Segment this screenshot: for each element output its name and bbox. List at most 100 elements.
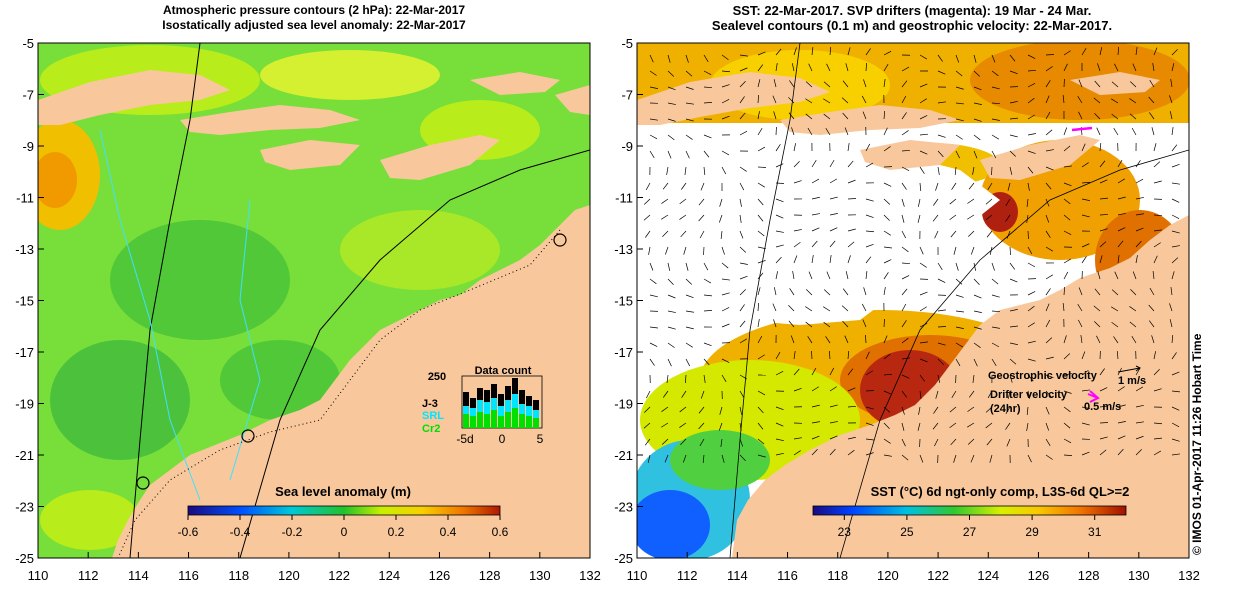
velocity-arrow (991, 118, 1000, 121)
small-island (1070, 72, 1160, 95)
velocity-arrow (667, 118, 676, 122)
velocity-arrow (1027, 150, 1036, 154)
velocity-arrow (793, 387, 802, 392)
velocity-arrow (919, 306, 927, 312)
right-map-title: SST: 22-Mar-2017. SVP drifters (magenta)… (638, 3, 1186, 33)
velocity-arrow (865, 351, 870, 360)
velocity-arrow (865, 214, 874, 218)
velocity-arrow (702, 454, 705, 463)
velocity-arrow (1063, 145, 1071, 152)
velocity-arrow (1009, 150, 1016, 157)
sst-cold-patch (637, 490, 710, 558)
velocity-arrow (1081, 198, 1090, 201)
velocity-arrow (829, 386, 837, 392)
velocity-arrow (829, 404, 838, 408)
velocity-arrow (666, 166, 669, 175)
velocity-arrow (1148, 96, 1155, 104)
velocity-arrow (919, 150, 928, 155)
velocity-arrow (918, 406, 921, 415)
velocity-arrow (661, 214, 669, 220)
velocity-arrow (1063, 335, 1067, 344)
velocity-arrow (679, 422, 687, 428)
velocity-arrow (844, 335, 849, 344)
velocity-arrow (1027, 246, 1033, 255)
velocity-arrow (1135, 213, 1144, 216)
velocity-arrow (793, 180, 802, 184)
lat-tick-label: -23 (15, 500, 34, 515)
velocity-arrow (649, 54, 654, 63)
drifter-velocity-period: (24hr) (990, 403, 1021, 415)
velocity-arrow (685, 54, 689, 63)
velocity-arrow (991, 310, 1000, 313)
velocity-arrow (1094, 113, 1101, 120)
lat-tick-label: -13 (15, 242, 34, 257)
velocity-arrow (1009, 166, 1013, 175)
velocity-arrow (1135, 386, 1144, 392)
velocity-arrow (865, 370, 873, 376)
velocity-arrow (1111, 306, 1119, 312)
velocity-arrow (1149, 287, 1155, 296)
velocity-arrow (793, 437, 802, 440)
velocity-arrow (793, 241, 801, 248)
count-bar-srl (512, 394, 518, 408)
lat-tick-label: -15 (614, 294, 633, 309)
sea-level-colorbar-ticks: -0.6 -0.4 -0.2 0 0.2 0.4 0.6 (178, 515, 509, 539)
anomaly-patch (260, 50, 440, 100)
sst-colorbar-ticks: 23 25 27 29 31 (838, 515, 1102, 539)
velocity-arrow (662, 182, 669, 190)
sea-level-colorbar-label: Sea level anomaly (m) (275, 484, 411, 499)
velocity-arrow (1171, 390, 1180, 393)
velocity-arrow (811, 435, 820, 440)
velocity-arrow (991, 150, 997, 159)
lat-tick-label: -9 (621, 139, 633, 154)
velocity-arrow (847, 368, 854, 376)
velocity-arrow (1078, 111, 1083, 120)
velocity-arrow (937, 166, 940, 175)
velocity-arrow (955, 86, 964, 90)
timor-island (380, 135, 500, 180)
velocity-arrow (649, 150, 655, 158)
pressure-contour-line (129, 43, 201, 558)
velocity-arrow (865, 406, 874, 410)
velocity-arrow (1135, 197, 1144, 200)
velocity-arrow (703, 294, 712, 297)
velocity-arrow (955, 310, 964, 313)
velocity-arrow (1099, 387, 1108, 392)
velocity-arrow (1027, 358, 1036, 362)
velocity-arrow (1027, 133, 1036, 136)
velocity-arrow (805, 306, 813, 312)
velocity-arrow (739, 438, 744, 447)
velocity-arrow (793, 255, 798, 264)
velocity-arrow (667, 86, 676, 91)
velocity-arrow (883, 127, 888, 136)
count-bar-srl (477, 400, 483, 412)
velocity-arrow (645, 230, 651, 238)
velocity-arrow (847, 255, 851, 264)
velocity-arrow (1027, 230, 1029, 240)
velocity-arrow (901, 149, 910, 152)
velocity-arrow (719, 198, 723, 207)
velocity-arrow (685, 118, 694, 122)
velocity-arrow (985, 198, 993, 205)
velocity-arrow (991, 262, 995, 271)
colorbar-tick-label: 0.2 (388, 525, 405, 539)
velocity-arrow (901, 422, 905, 431)
velocity-arrow (775, 244, 784, 248)
velocity-arrow (1078, 79, 1083, 88)
java-island (637, 72, 830, 125)
velocity-arrow (842, 112, 849, 120)
velocity-arrow (1129, 81, 1137, 88)
velocity-arrow (901, 66, 910, 72)
velocity-arrow (775, 406, 784, 411)
velocity-arrow (883, 110, 886, 120)
velocity-arrow (865, 230, 874, 233)
velocity-arrow (685, 342, 693, 348)
velocity-arrow (1063, 182, 1072, 187)
velocity-arrow (955, 278, 963, 285)
velocity-arrow (951, 390, 957, 398)
velocity-arrow (991, 358, 997, 366)
velocity-arrow (1151, 127, 1155, 136)
velocity-arrow (985, 214, 993, 221)
velocity-arrow (1111, 113, 1119, 120)
velocity-arrow (1096, 127, 1101, 136)
